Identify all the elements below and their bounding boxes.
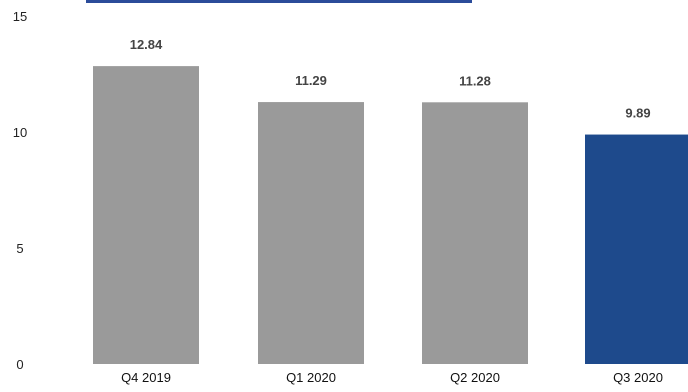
bar: [93, 66, 199, 364]
y-tick-label: 0: [16, 357, 23, 372]
bars-group: [93, 66, 688, 365]
bar-value-label: 12.84: [130, 37, 163, 52]
bar-value-label: 9.89: [625, 106, 650, 121]
bar: [585, 134, 688, 364]
y-tick-label: 15: [13, 9, 27, 24]
category-label: Q1 2020: [286, 370, 336, 385]
bar: [258, 102, 364, 365]
y-axis-ticks: 0 5 10 15: [13, 9, 27, 372]
top-banner-bar: [86, 0, 472, 3]
bar-value-label: 11.29: [295, 73, 327, 88]
category-label: Q2 2020: [450, 370, 500, 385]
bar: [422, 102, 528, 364]
category-label: Q3 2020: [613, 370, 663, 385]
data-labels-group: 12.84 11.29 11.28 9.89: [130, 37, 651, 120]
y-tick-label: 10: [13, 125, 27, 140]
category-labels-group: Q4 2019 Q1 2020 Q2 2020 Q3 2020: [121, 370, 663, 385]
y-tick-label: 5: [16, 241, 23, 256]
bar-value-label: 11.28: [459, 73, 491, 88]
category-label: Q4 2019: [121, 370, 171, 385]
